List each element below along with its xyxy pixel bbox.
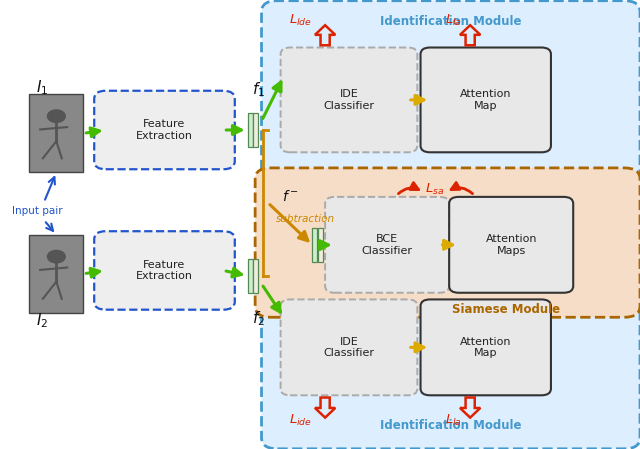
FancyBboxPatch shape xyxy=(29,94,83,172)
Text: $L_{la}$: $L_{la}$ xyxy=(445,413,462,428)
FancyBboxPatch shape xyxy=(94,91,235,169)
FancyBboxPatch shape xyxy=(449,197,573,293)
Circle shape xyxy=(47,110,65,123)
Text: Attention
Maps: Attention Maps xyxy=(485,234,537,256)
Text: $L_{lde}$: $L_{lde}$ xyxy=(289,13,312,28)
FancyBboxPatch shape xyxy=(253,259,259,293)
FancyBboxPatch shape xyxy=(255,168,640,317)
Text: subtraction: subtraction xyxy=(275,214,335,224)
Text: Siamese Module: Siamese Module xyxy=(452,303,561,316)
FancyBboxPatch shape xyxy=(312,229,317,262)
Text: IDE
Classifier: IDE Classifier xyxy=(323,89,374,111)
FancyBboxPatch shape xyxy=(29,235,83,313)
Text: Attention
Map: Attention Map xyxy=(460,337,511,358)
Text: BCE
Classifier: BCE Classifier xyxy=(362,234,413,256)
FancyBboxPatch shape xyxy=(253,113,259,147)
Text: $f^-$: $f^-$ xyxy=(282,189,299,204)
FancyBboxPatch shape xyxy=(280,299,417,395)
Text: Feature
Extraction: Feature Extraction xyxy=(136,119,193,141)
Text: $L_{la}$: $L_{la}$ xyxy=(445,13,462,28)
Circle shape xyxy=(47,251,65,263)
Text: $f_2$: $f_2$ xyxy=(252,309,265,328)
FancyBboxPatch shape xyxy=(325,197,449,293)
Text: Identification Module: Identification Module xyxy=(380,15,522,28)
Text: $f_1$: $f_1$ xyxy=(252,80,265,99)
Text: Identification Module: Identification Module xyxy=(380,419,522,432)
Text: Input pair: Input pair xyxy=(12,206,63,216)
FancyBboxPatch shape xyxy=(262,1,640,190)
FancyBboxPatch shape xyxy=(248,259,253,293)
Text: $I_1$: $I_1$ xyxy=(36,78,48,97)
Text: $L_{sa}$: $L_{sa}$ xyxy=(425,182,444,197)
FancyBboxPatch shape xyxy=(280,48,417,152)
FancyBboxPatch shape xyxy=(420,299,551,395)
Text: $L_{ide}$: $L_{ide}$ xyxy=(289,413,312,428)
Text: IDE
Classifier: IDE Classifier xyxy=(323,337,374,358)
FancyBboxPatch shape xyxy=(420,48,551,152)
Text: $I_2$: $I_2$ xyxy=(36,311,48,330)
FancyBboxPatch shape xyxy=(262,295,640,449)
FancyBboxPatch shape xyxy=(318,229,323,262)
Text: Feature
Extraction: Feature Extraction xyxy=(136,260,193,281)
FancyBboxPatch shape xyxy=(94,231,235,310)
Text: Attention
Map: Attention Map xyxy=(460,89,511,111)
FancyBboxPatch shape xyxy=(248,113,253,147)
